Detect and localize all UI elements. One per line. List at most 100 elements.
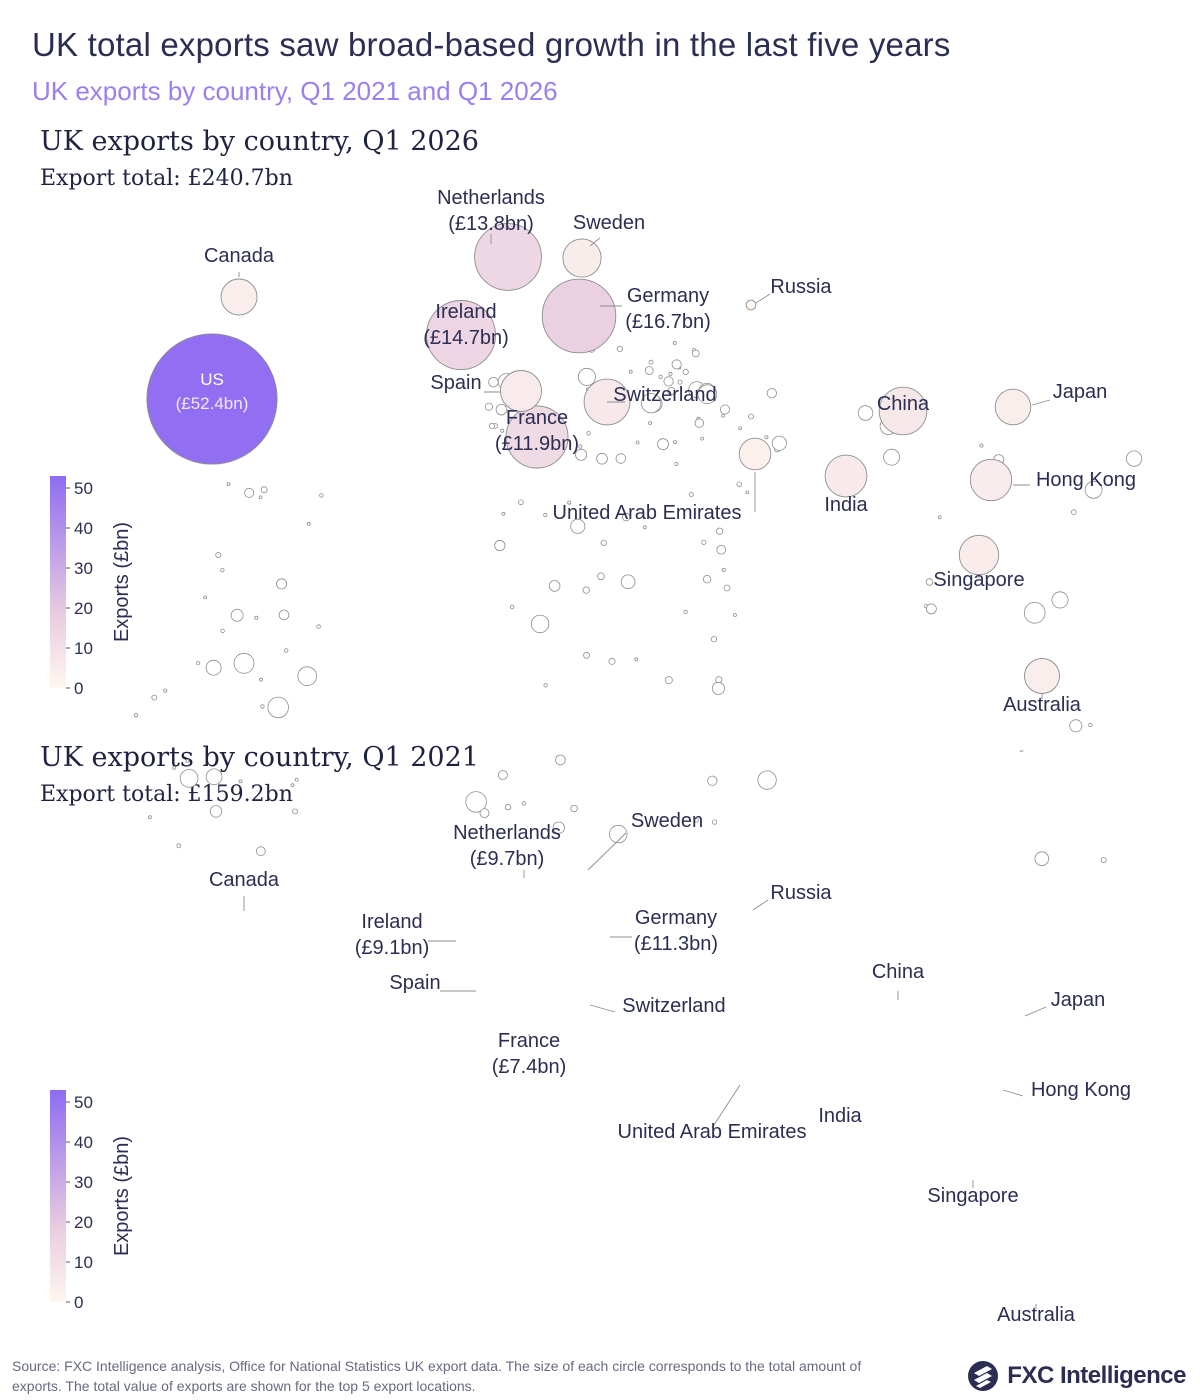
country-bubble-minor[interactable] bbox=[205, 659, 222, 676]
country-bubble-minor[interactable] bbox=[575, 448, 588, 461]
country-bubble-minor[interactable] bbox=[688, 492, 694, 497]
country-bubble-minor[interactable] bbox=[597, 572, 605, 581]
country-bubble-minor[interactable] bbox=[582, 586, 590, 594]
country-bubble-minor[interactable] bbox=[306, 521, 311, 526]
country-bubble-minor[interactable] bbox=[185, 758, 190, 763]
country-bubble-minor[interactable] bbox=[608, 657, 616, 665]
country-bubble-minor[interactable] bbox=[1023, 601, 1046, 624]
country-bubble-japan[interactable] bbox=[994, 388, 1032, 426]
country-bubble-india[interactable] bbox=[824, 454, 868, 498]
country-bubble-minor[interactable] bbox=[673, 440, 677, 445]
country-bubble-minor[interactable] bbox=[521, 801, 527, 806]
country-bubble-minor[interactable] bbox=[501, 511, 506, 516]
country-bubble-minor[interactable] bbox=[172, 765, 177, 770]
country-bubble-minor[interactable] bbox=[979, 443, 984, 448]
country-bubble-minor[interactable] bbox=[711, 681, 725, 695]
country-bubble-minor[interactable] bbox=[226, 482, 231, 487]
country-bubble-minor[interactable] bbox=[642, 525, 647, 530]
country-bubble-minor[interactable] bbox=[1071, 509, 1077, 515]
country-bubble-minor[interactable] bbox=[736, 481, 742, 488]
country-bubble-minor[interactable] bbox=[233, 652, 255, 674]
country-bubble-minor[interactable] bbox=[583, 651, 590, 659]
country-bubble-minor[interactable] bbox=[672, 340, 677, 345]
country-bubble-minor[interactable] bbox=[530, 614, 550, 634]
country-bubble-minor[interactable] bbox=[622, 512, 631, 522]
country-bubble-minor[interactable] bbox=[133, 713, 138, 718]
country-bubble-minor[interactable] bbox=[658, 374, 663, 379]
country-bubble-minor[interactable] bbox=[677, 379, 683, 385]
country-bubble-minor[interactable] bbox=[290, 783, 295, 788]
country-bubble-minor[interactable] bbox=[771, 435, 787, 451]
country-bubble-minor[interactable] bbox=[1084, 480, 1103, 499]
country-bubble-minor[interactable] bbox=[640, 393, 662, 414]
country-bubble-minor[interactable] bbox=[278, 609, 290, 621]
country-bubble-minor[interactable] bbox=[683, 609, 688, 615]
country-bubble-united-arab-emirates[interactable] bbox=[738, 437, 772, 471]
country-bubble-minor[interactable] bbox=[488, 422, 495, 429]
country-bubble-minor[interactable] bbox=[723, 584, 731, 592]
country-bubble-minor[interactable] bbox=[657, 438, 669, 451]
country-bubble-minor[interactable] bbox=[721, 568, 726, 573]
country-bubble-minor[interactable] bbox=[733, 613, 737, 617]
country-bubble-minor[interactable] bbox=[700, 436, 704, 441]
country-bubble-minor[interactable] bbox=[721, 413, 725, 418]
country-bubble-minor[interactable] bbox=[711, 819, 718, 825]
country-bubble-minor[interactable] bbox=[567, 500, 572, 505]
country-bubble-minor[interactable] bbox=[504, 803, 512, 811]
country-bubble-minor[interactable] bbox=[552, 821, 565, 834]
country-bubble-minor[interactable] bbox=[925, 578, 934, 586]
country-bubble-minor[interactable] bbox=[258, 495, 263, 500]
country-bubble-minor[interactable] bbox=[254, 615, 259, 620]
country-bubble-minor[interactable] bbox=[244, 487, 255, 498]
country-bubble-minor[interactable] bbox=[648, 359, 654, 365]
country-bubble-minor[interactable] bbox=[176, 843, 182, 849]
country-bubble-minor[interactable] bbox=[635, 440, 640, 445]
country-bubble-minor[interactable] bbox=[294, 777, 299, 782]
country-bubble-minor[interactable] bbox=[937, 515, 942, 520]
country-bubble-minor[interactable] bbox=[694, 817, 699, 823]
country-bubble-minor[interactable] bbox=[1069, 719, 1083, 733]
country-bubble-canada[interactable] bbox=[220, 278, 258, 316]
country-bubble-minor[interactable] bbox=[707, 775, 718, 786]
country-bubble-minor[interactable] bbox=[260, 704, 265, 709]
country-bubble-minor[interactable] bbox=[555, 754, 566, 766]
country-bubble-minor[interactable] bbox=[716, 544, 726, 555]
country-bubble-minor[interactable] bbox=[609, 824, 628, 844]
country-bubble-minor[interactable] bbox=[644, 366, 654, 375]
country-bubble-australia[interactable] bbox=[1024, 658, 1060, 694]
country-bubble-sweden[interactable] bbox=[562, 238, 602, 278]
country-bubble-minor[interactable] bbox=[147, 815, 152, 820]
country-bubble-minor[interactable] bbox=[616, 345, 623, 352]
country-bubble-minor[interactable] bbox=[664, 676, 673, 685]
country-bubble-minor[interactable] bbox=[738, 426, 743, 431]
country-bubble-minor[interactable] bbox=[276, 578, 288, 590]
country-bubble-ireland[interactable] bbox=[426, 300, 496, 370]
country-bubble-hong-kong[interactable] bbox=[969, 458, 1013, 502]
country-bubble-minor[interactable] bbox=[600, 539, 607, 546]
country-bubble-minor[interactable] bbox=[205, 768, 223, 786]
country-bubble-minor[interactable] bbox=[484, 402, 493, 411]
country-bubble-minor[interactable] bbox=[497, 770, 508, 780]
country-bubble-france[interactable] bbox=[505, 405, 569, 469]
country-bubble-minor[interactable] bbox=[319, 493, 324, 498]
country-bubble-minor[interactable] bbox=[548, 580, 561, 592]
country-bubble-minor[interactable] bbox=[316, 624, 321, 629]
country-bubble-minor[interactable] bbox=[596, 452, 608, 465]
country-bubble-minor[interactable] bbox=[1100, 857, 1107, 864]
country-bubble-minor[interactable] bbox=[500, 428, 505, 433]
country-bubble-minor[interactable] bbox=[488, 377, 499, 388]
country-bubble-minor[interactable] bbox=[702, 575, 712, 584]
country-bubble-minor[interactable] bbox=[260, 486, 268, 494]
country-bubble-minor[interactable] bbox=[179, 769, 199, 788]
country-bubble-singapore[interactable] bbox=[958, 534, 1000, 576]
country-bubble-minor[interactable] bbox=[764, 435, 769, 440]
country-bubble-minor[interactable] bbox=[757, 770, 777, 790]
country-bubble-minor[interactable] bbox=[543, 683, 548, 688]
country-bubble-russia[interactable] bbox=[745, 299, 757, 311]
country-bubble-minor[interactable] bbox=[267, 696, 289, 719]
country-bubble-minor[interactable] bbox=[615, 453, 627, 464]
country-bubble-minor[interactable] bbox=[586, 431, 591, 436]
country-bubble-minor[interactable] bbox=[691, 349, 700, 358]
country-bubble-minor[interactable] bbox=[663, 376, 674, 387]
country-bubble-minor[interactable] bbox=[857, 405, 874, 421]
